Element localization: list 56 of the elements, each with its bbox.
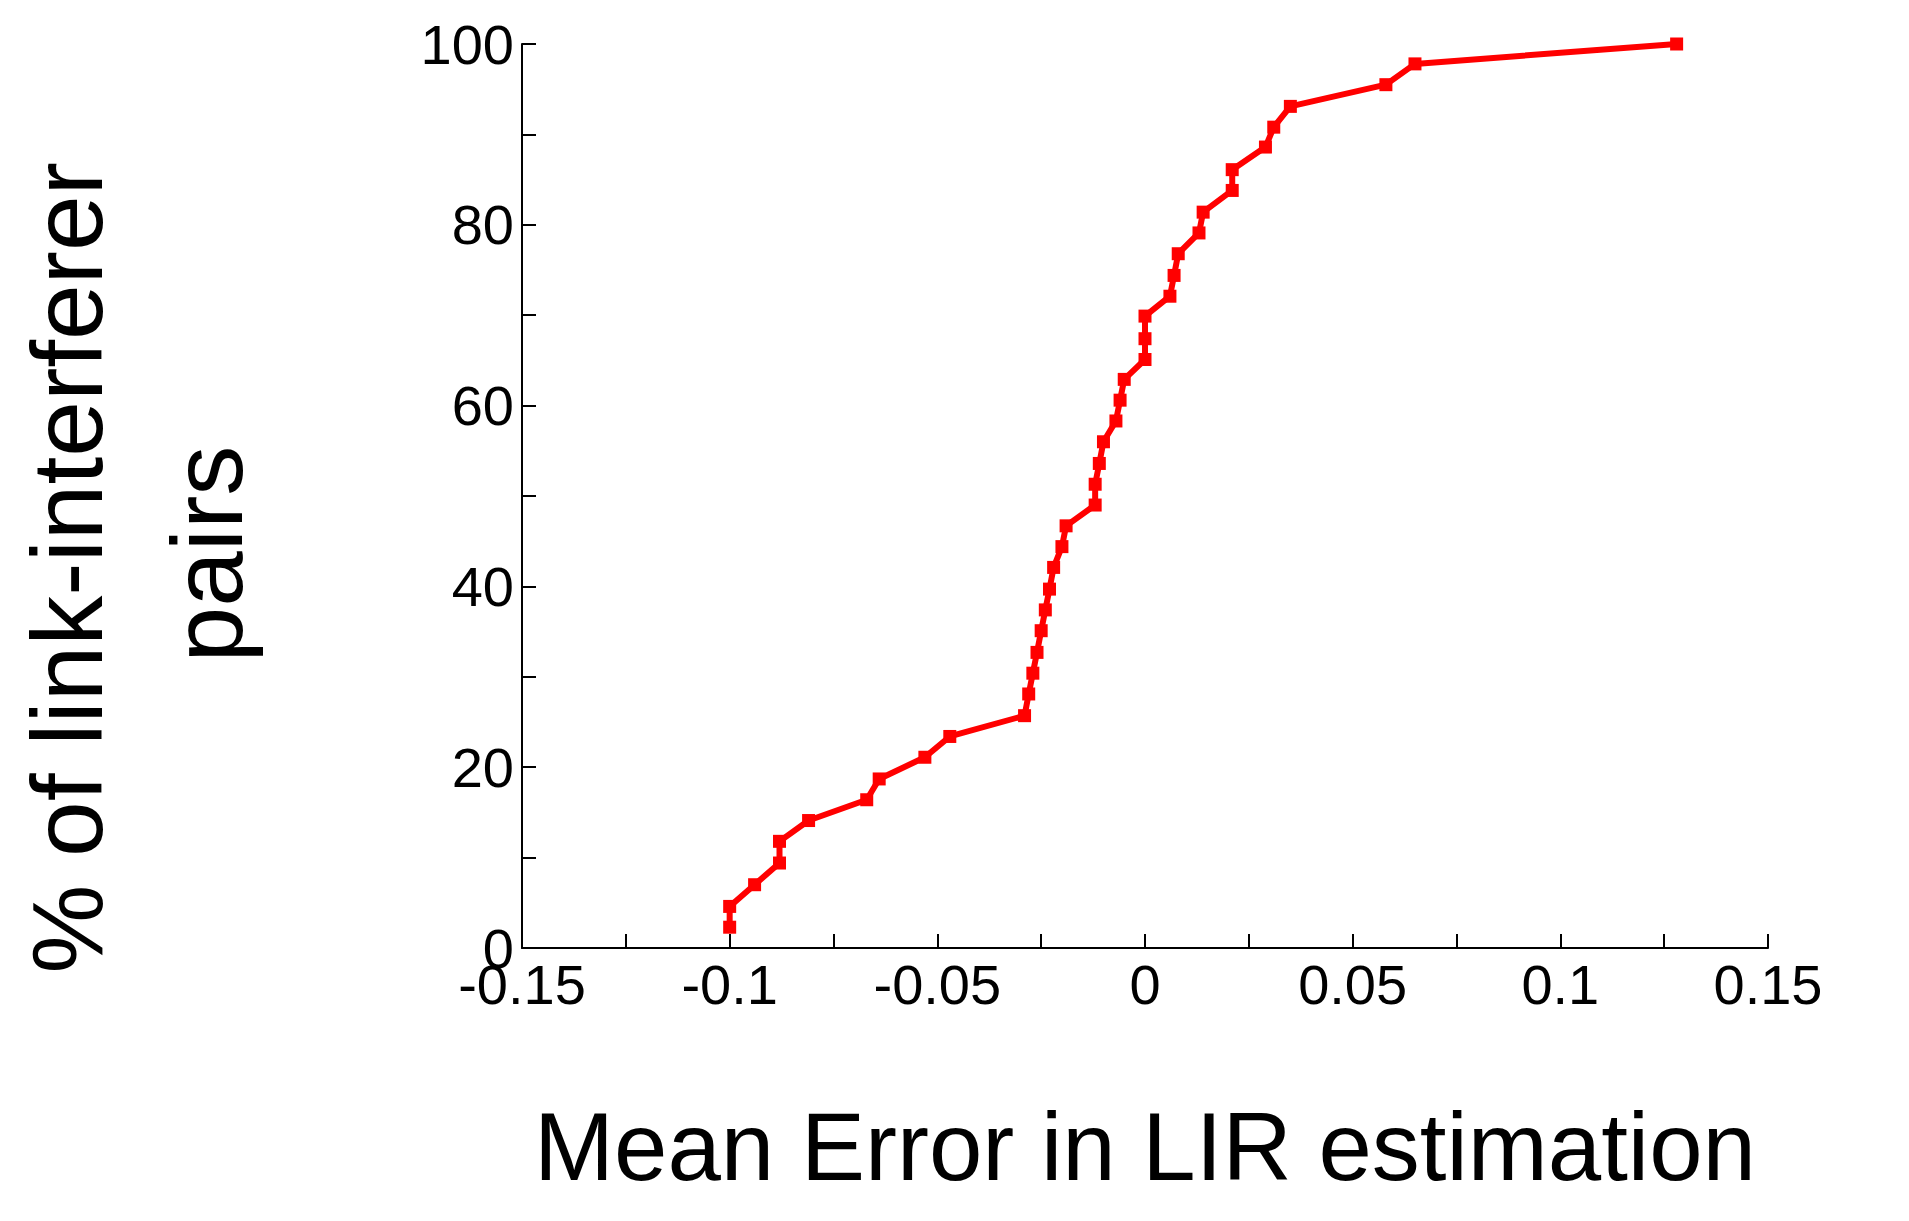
point (773, 834, 787, 848)
point (1171, 247, 1185, 261)
point (723, 899, 737, 913)
point (1088, 498, 1102, 512)
x-tick-label: 0.05 (1298, 952, 1408, 1016)
point (802, 814, 816, 828)
point (943, 729, 957, 743)
point (1088, 477, 1102, 491)
point (1096, 435, 1110, 449)
point (1034, 624, 1048, 638)
point (1022, 687, 1036, 701)
point (1167, 268, 1181, 282)
point (1059, 519, 1073, 533)
x-tick-label: 0.15 (1713, 952, 1823, 1016)
point (723, 920, 737, 934)
point (1138, 309, 1152, 323)
point (860, 793, 874, 807)
x-tick-label: 0 (1129, 952, 1161, 1016)
point (1163, 289, 1177, 303)
point (1267, 120, 1281, 134)
point (1670, 37, 1684, 51)
point (1283, 99, 1297, 113)
point (1109, 414, 1123, 428)
point (1117, 372, 1131, 386)
x-axis-title: Mean Error in LIR estimation (534, 1092, 1756, 1200)
x-tick-label: 0.1 (1521, 952, 1600, 1016)
point (872, 772, 886, 786)
point (918, 750, 932, 764)
point (1258, 140, 1272, 154)
y-tick-label: 60 (451, 374, 514, 438)
point (1055, 540, 1069, 554)
x-tick-label: -0.05 (873, 952, 1002, 1016)
point (1192, 226, 1206, 240)
point (1018, 709, 1032, 723)
point (1047, 560, 1061, 574)
point (1196, 205, 1210, 219)
point (748, 878, 762, 892)
point (1225, 183, 1239, 197)
y-tick-label: 80 (451, 193, 514, 257)
point (1030, 645, 1044, 659)
point (1138, 332, 1152, 346)
y-tick-label: 20 (451, 735, 514, 799)
y-tick-label: 100 (420, 12, 514, 76)
point (1113, 393, 1127, 407)
point (1408, 57, 1422, 71)
point (773, 856, 787, 870)
y-tick-label: 40 (451, 554, 514, 618)
point (1138, 353, 1152, 366)
x-tick-label: -0.1 (681, 952, 778, 1016)
point (1038, 603, 1052, 617)
point (1379, 78, 1393, 92)
point (1042, 582, 1056, 596)
point (1026, 666, 1040, 680)
point (1092, 456, 1106, 470)
y-axis-title: % of link-interferer pairs (11, 134, 263, 974)
point (1225, 163, 1239, 177)
